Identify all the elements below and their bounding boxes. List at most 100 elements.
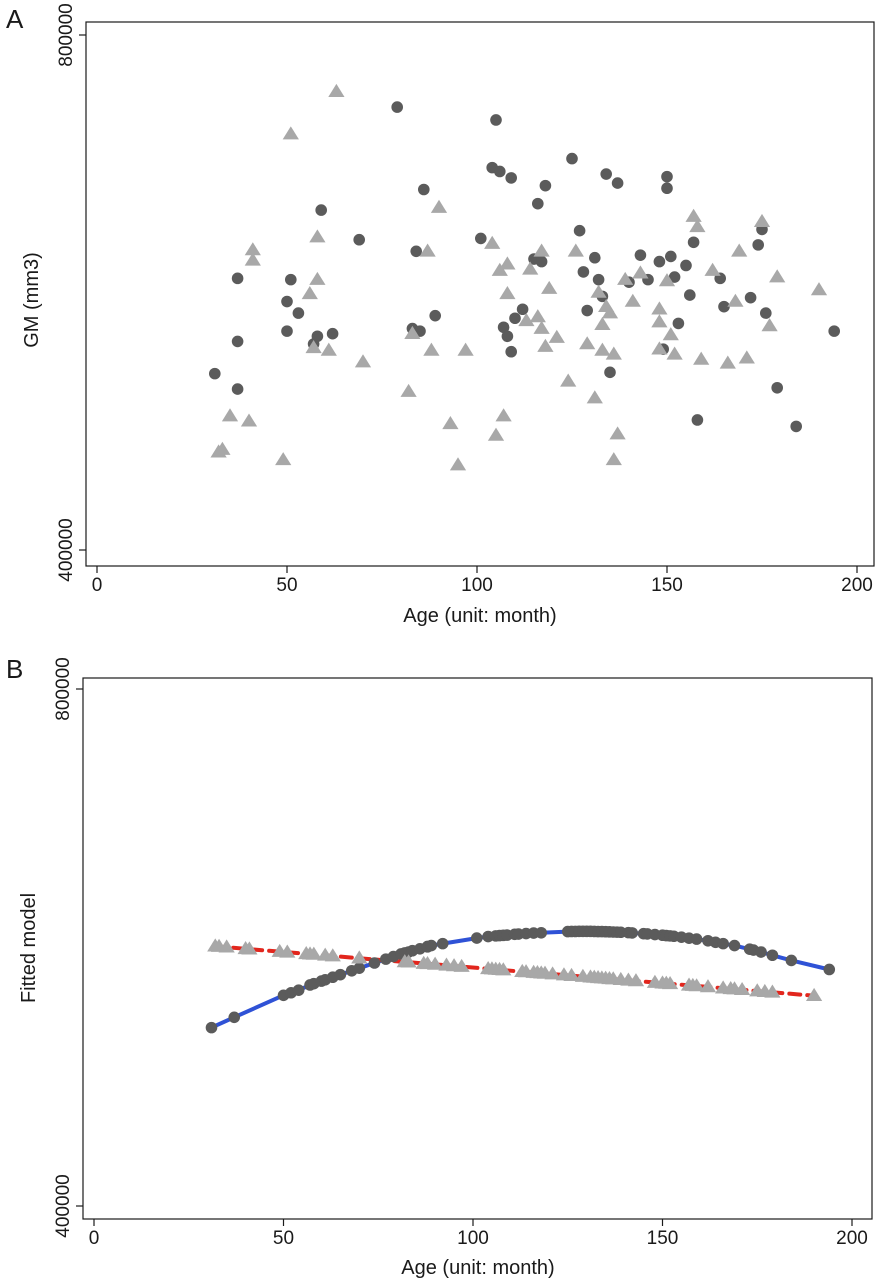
fitted-point-circle [626,927,638,939]
panel-a-x-tick-label: 0 [92,575,103,596]
panel-a-x-tick-label: 50 [276,575,297,596]
data-point-triangle [693,351,710,365]
fitted-point-circle [425,939,438,952]
data-point-triangle [658,273,676,287]
data-point-triangle [753,213,771,227]
fitted-point-triangle [218,939,235,953]
data-point-circle [661,182,673,195]
data-point-circle [505,345,517,358]
fitted-point-triangle [453,958,470,972]
fitted-point-triangle [279,944,296,958]
fitted-point-triangle [805,987,823,1002]
data-point-triangle [244,252,261,266]
data-point-circle [577,266,590,278]
data-point-triangle [442,416,459,430]
data-point-circle [790,420,802,433]
data-point-triangle [594,316,611,330]
fitted-point-circle [823,963,836,976]
fitted-point-triangle [764,984,781,998]
data-point-triangle [590,284,607,298]
data-point-triangle [449,457,467,471]
data-point-circle [828,325,840,337]
panel-a-x-axis-label: Age (unit: month) [403,605,556,627]
data-point-circle [231,383,244,395]
data-point-triangle [522,261,539,275]
fitted-point-circle [334,968,347,981]
data-point-circle [516,303,529,316]
fitted-point-triangle [699,979,717,993]
fitted-point-circle [436,937,449,950]
panel-b-x-tick-label: 50 [273,1228,294,1249]
panel-b-x-tick-label: 100 [457,1228,489,1249]
panel-b-x-tick-label: 150 [647,1228,679,1249]
data-point-circle [744,291,757,304]
data-point-circle [672,317,685,330]
data-point-triangle [624,293,641,307]
fitted-point-triangle [324,948,341,962]
data-point-circle [285,273,297,286]
data-point-circle [611,177,624,189]
data-point-circle [668,271,681,283]
fitted-point-circle [470,932,483,944]
data-point-triangle [651,314,668,328]
fitted-point-circle [228,1011,241,1024]
data-point-triangle [666,346,683,360]
fitted-point-triangle [400,954,417,968]
panel-b-y-tick-label: 800000 [53,657,74,720]
data-point-triangle [499,256,516,270]
data-point-circle [661,170,673,183]
panel-a-y-tick-label: 800000 [56,3,77,66]
data-point-circle [497,321,510,334]
data-point-triangle [651,341,668,355]
data-point-circle [760,307,772,319]
data-point-circle [490,114,502,126]
data-point-triangle [301,285,318,300]
panel-a-scatter-plot: A 0 50 100 150 200 400000 800000 Age (unit: mo… [6,3,875,627]
data-point-circle [604,366,616,379]
data-point-triangle [214,441,231,455]
fitted-point-circle [766,949,779,962]
data-point-triangle [560,373,577,387]
panel-b-letter: B [6,654,23,684]
data-point-triangle [632,265,649,279]
data-point-circle [535,255,548,268]
fitted-point-triangle [305,946,322,960]
data-point-triangle [221,408,239,422]
data-point-triangle [320,342,337,356]
data-point-circle [600,168,612,180]
panel-b-x-tick-label: 0 [89,1228,100,1249]
panel-a-data-points [209,83,840,471]
data-point-triangle [769,269,786,283]
fitted-point-circle [728,939,741,952]
data-point-circle [752,239,764,251]
fitted-point-circle [368,957,381,969]
data-point-circle [592,273,605,286]
fitted-point-triangle [351,950,368,964]
data-point-triangle [495,408,512,422]
data-point-circle [391,101,404,113]
data-point-triangle [541,280,558,294]
data-point-circle [566,152,578,165]
data-point-triangle [275,452,292,466]
data-point-circle [494,165,506,178]
data-point-circle [281,325,293,337]
data-point-triangle [400,383,417,397]
fitted-point-triangle [733,981,751,996]
fitted-point-circle [785,954,798,967]
panel-a-y-axis-label: GM (mm3) [21,252,43,348]
data-point-triangle [719,355,736,369]
data-point-triangle [548,329,565,343]
data-point-triangle [282,126,299,140]
data-point-triangle [404,325,421,339]
data-point-triangle [309,271,326,285]
data-point-circle [505,172,517,184]
data-point-triangle [685,208,702,222]
data-point-triangle [586,390,603,404]
data-point-triangle [518,313,535,327]
data-point-circle [573,224,586,237]
data-point-circle [581,304,593,317]
panel-a-x-tick-label: 200 [841,575,873,596]
fitted-point-triangle [661,976,679,990]
data-point-triangle [328,83,345,97]
data-point-circle [418,183,430,196]
